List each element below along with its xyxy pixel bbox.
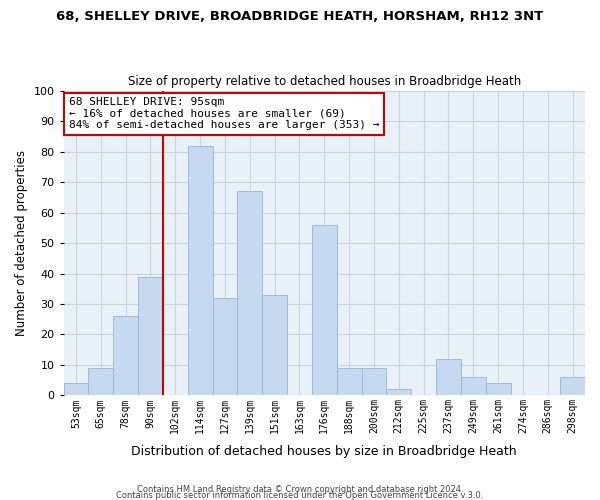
Bar (461, 377, 485, 396)
Bar (386, 390, 411, 396)
Text: 68, SHELLEY DRIVE, BROADBRIDGE HEATH, HORSHAM, RH12 3NT: 68, SHELLEY DRIVE, BROADBRIDGE HEATH, HO… (56, 10, 544, 23)
Bar (337, 368, 362, 396)
X-axis label: Distribution of detached houses by size in Broadbridge Heath: Distribution of detached houses by size … (131, 444, 517, 458)
Title: Size of property relative to detached houses in Broadbridge Heath: Size of property relative to detached ho… (128, 76, 521, 88)
Bar (138, 276, 163, 396)
Bar (312, 225, 337, 396)
Text: Contains public sector information licensed under the Open Government Licence v.: Contains public sector information licen… (116, 491, 484, 500)
Bar (88, 368, 113, 396)
Text: Contains HM Land Registry data © Crown copyright and database right 2024.: Contains HM Land Registry data © Crown c… (137, 484, 463, 494)
Bar (188, 146, 212, 396)
Bar (64, 383, 88, 396)
Text: 68 SHELLEY DRIVE: 95sqm
← 16% of detached houses are smaller (69)
84% of semi-de: 68 SHELLEY DRIVE: 95sqm ← 16% of detache… (69, 97, 379, 130)
Bar (560, 377, 585, 396)
Bar (485, 383, 511, 396)
Y-axis label: Number of detached properties: Number of detached properties (15, 150, 28, 336)
Bar (362, 368, 386, 396)
Bar (113, 316, 138, 396)
Bar (238, 192, 262, 396)
Bar (436, 359, 461, 396)
Bar (262, 295, 287, 396)
Bar (212, 298, 238, 396)
